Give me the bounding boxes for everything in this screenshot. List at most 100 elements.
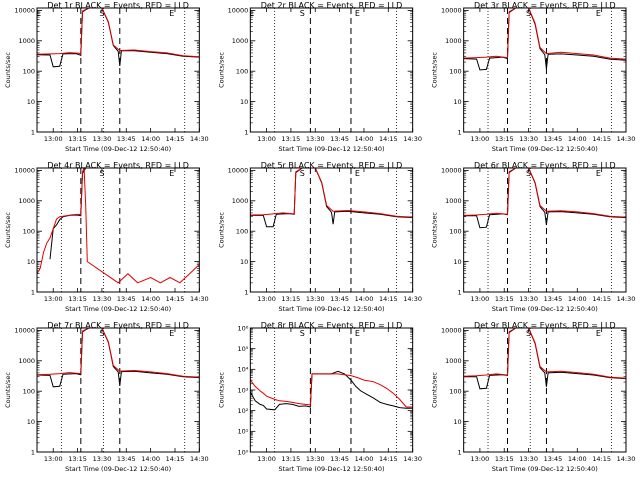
- y-axis-label: Counts/sec: [431, 212, 439, 248]
- x-tick-label: 13:45: [117, 295, 136, 303]
- interval-marker-label: E: [355, 9, 360, 18]
- interval-marker-label: S: [300, 329, 305, 338]
- y-axis-label: Counts/sec: [431, 372, 439, 408]
- y-tick-label: 10000: [14, 327, 35, 335]
- interval-marker-label: E: [355, 169, 360, 178]
- x-tick-label: 14:00: [141, 455, 160, 463]
- interval-marker-label: E: [169, 329, 174, 338]
- y-tick-label: 1: [458, 288, 462, 296]
- plot-frame: [36, 167, 200, 293]
- panel-title: Det 1r BLACK = Events, RED = LLD: [47, 1, 189, 10]
- y-axis-label: Counts/sec: [4, 372, 12, 408]
- chart-panel: Det 4r BLACK = Events, RED = LLD Counts/s…: [4, 161, 209, 313]
- y-tick-label: 10000: [441, 327, 462, 335]
- x-axis-label: Start Time (09-Dec-12 12:50:40): [492, 305, 598, 313]
- interval-marker-label: S: [526, 329, 531, 338]
- x-tick-label: 14:15: [166, 455, 185, 463]
- series-line: [37, 8, 200, 58]
- x-tick-label: 13:30: [519, 295, 538, 303]
- y-axis-label: Counts/sec: [217, 52, 225, 88]
- x-axis-label: Start Time (09-Dec-12 12:50:40): [65, 465, 171, 473]
- panel-title: Det 3r BLACK = Events, RED = LLD: [474, 1, 616, 10]
- x-tick-label: 13:15: [282, 455, 301, 463]
- chart-panel: Det 2r BLACK = Events, RED = LLD Counts/s…: [217, 1, 422, 153]
- y-tick-label: 10: [27, 258, 35, 266]
- x-tick-label: 13:15: [495, 295, 514, 303]
- y-tick-label: 100: [236, 228, 248, 236]
- panel-title: Det 5r BLACK = Events, RED = LLD: [261, 161, 403, 170]
- y-tick-label: 10⁵: [237, 345, 248, 353]
- y-axis-label: Counts/sec: [431, 52, 439, 88]
- y-tick-label: 10¹: [237, 428, 248, 436]
- x-axis-label: Start Time (09-Dec-12 12:50:40): [65, 145, 171, 153]
- series-line: [37, 328, 200, 388]
- x-tick-label: 14:00: [355, 455, 374, 463]
- x-tick-label: 13:00: [44, 135, 63, 143]
- x-tick-label: 14:30: [190, 135, 209, 143]
- interval-marker-label: E: [169, 169, 174, 178]
- plot-frame: [249, 327, 414, 453]
- y-tick-label: 100: [449, 68, 461, 76]
- x-tick-label: 14:30: [617, 455, 636, 463]
- chart-panel: Det 6r BLACK = Events, RED = LLD Counts/s…: [431, 161, 636, 313]
- y-tick-label: 1: [244, 288, 248, 296]
- x-tick-label: 14:00: [355, 135, 374, 143]
- interval-marker-label: E: [596, 169, 601, 178]
- y-axis-label: Counts/sec: [4, 52, 12, 88]
- x-tick-label: 13:00: [257, 455, 276, 463]
- x-tick-label: 14:00: [141, 295, 160, 303]
- series-line: [37, 328, 200, 378]
- interval-marker-label: E: [249, 9, 254, 18]
- x-tick-label: 13:30: [306, 455, 325, 463]
- y-tick-label: 1000: [445, 37, 462, 45]
- interval-marker-label: E: [36, 9, 41, 18]
- y-tick-label: 10⁶: [237, 324, 248, 332]
- x-tick-label: 13:45: [117, 135, 136, 143]
- x-tick-label: 14:15: [166, 135, 185, 143]
- series-line: [463, 8, 626, 60]
- x-tick-label: 13:00: [257, 135, 276, 143]
- y-tick-label: 100: [449, 388, 461, 396]
- x-tick-label: 13:00: [257, 295, 276, 303]
- interval-marker-label: S: [99, 9, 104, 18]
- y-tick-label: 100: [23, 388, 35, 396]
- x-tick-label: 13:45: [330, 455, 349, 463]
- interval-marker-label: E: [169, 9, 174, 18]
- y-tick-label: 10²: [237, 407, 248, 415]
- plot-frame: [463, 167, 627, 293]
- x-tick-label: 13:30: [306, 295, 325, 303]
- y-tick-label: 10: [453, 258, 461, 266]
- x-tick-label: 14:30: [403, 455, 422, 463]
- y-tick-label: 10: [453, 418, 461, 426]
- x-tick-label: 13:45: [117, 455, 136, 463]
- interval-marker-label: S: [300, 9, 305, 18]
- x-tick-label: 13:30: [93, 295, 112, 303]
- x-axis-label: Start Time (09-Dec-12 12:50:40): [65, 305, 171, 313]
- x-tick-label: 14:00: [355, 295, 374, 303]
- x-tick-label: 13:45: [330, 295, 349, 303]
- x-tick-label: 14:00: [568, 135, 587, 143]
- x-tick-label: 13:15: [282, 135, 301, 143]
- x-tick-label: 13:15: [495, 455, 514, 463]
- y-tick-label: 100: [449, 228, 461, 236]
- chart-panel: Det 8r BLACK = Events, RED = LLD Counts/s…: [217, 321, 422, 473]
- x-tick-label: 14:00: [568, 295, 587, 303]
- y-tick-label: 10000: [228, 167, 249, 175]
- y-tick-label: 10⁴: [237, 366, 248, 374]
- y-tick-label: 100: [23, 228, 35, 236]
- panel-title: Det 7r BLACK = Events, RED = LLD: [47, 321, 189, 330]
- x-tick-label: 13:15: [495, 135, 514, 143]
- interval-marker-label: E: [596, 329, 601, 338]
- y-tick-label: 10000: [14, 167, 35, 175]
- plot-frame: [249, 7, 414, 133]
- y-tick-label: 100: [236, 68, 248, 76]
- y-tick-label: 1000: [232, 37, 249, 45]
- plot-frame: [36, 327, 200, 453]
- x-tick-label: 13:30: [93, 135, 112, 143]
- interval-marker-label: S: [526, 169, 531, 178]
- y-tick-label: 1000: [18, 357, 35, 365]
- x-tick-label: 13:15: [68, 295, 87, 303]
- x-axis-label: Start Time (09-Dec-12 12:50:40): [278, 145, 384, 153]
- y-tick-label: 10³: [237, 386, 248, 394]
- series-line: [463, 168, 626, 218]
